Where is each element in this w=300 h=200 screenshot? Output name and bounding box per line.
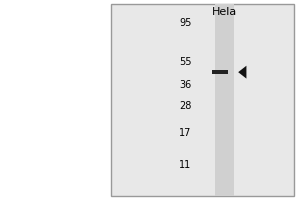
Text: 36: 36 [179,80,191,90]
Polygon shape [238,66,246,79]
Text: 28: 28 [179,101,191,111]
Text: 55: 55 [179,57,191,67]
Text: 17: 17 [179,128,191,138]
Text: Hela: Hela [212,7,237,17]
Text: 11: 11 [179,160,191,170]
Bar [111,4,294,196]
Bar [215,4,234,196]
Text: 95: 95 [179,18,191,28]
Bar [212,70,228,74]
